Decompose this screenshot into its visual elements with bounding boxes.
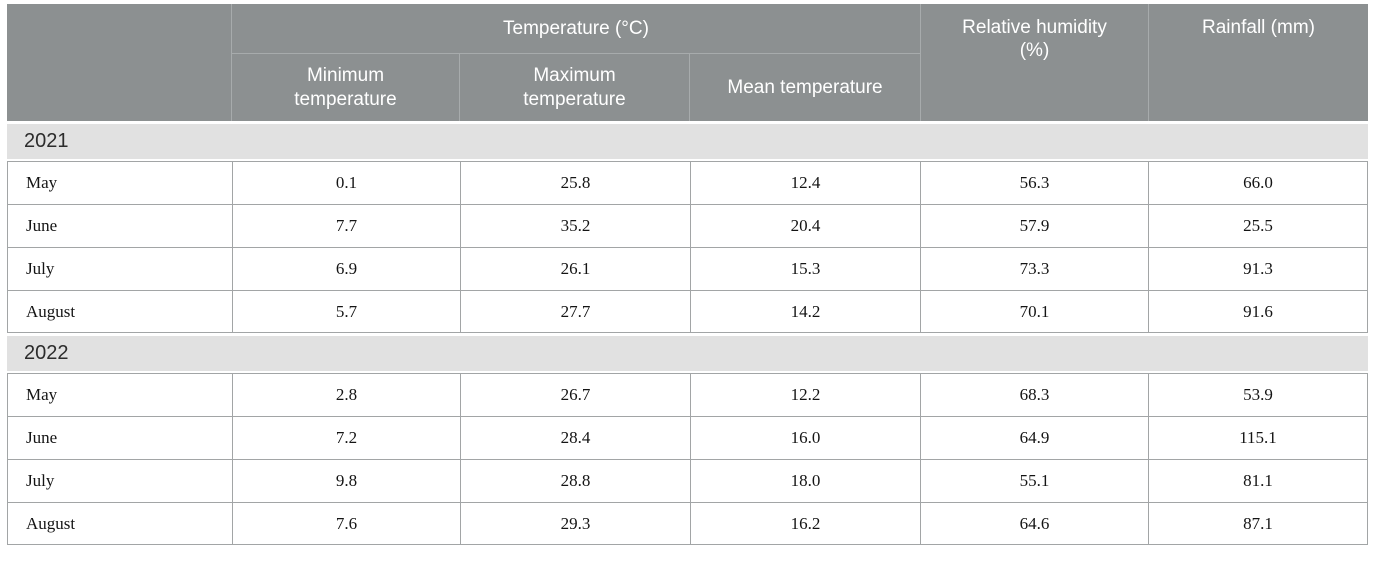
cell-mean-temp: 12.2: [690, 373, 920, 416]
cell-mean-temp: 20.4: [690, 204, 920, 247]
header-row-subcolumns: Minimum temperature Maximum temperature …: [7, 54, 1368, 121]
cell-min-temp: 5.7: [232, 290, 460, 333]
cell-mean-temp: 14.2: [690, 290, 920, 333]
cell-min-temp: 7.7: [232, 204, 460, 247]
year-band-row-2022: 2022: [7, 333, 1368, 373]
header-minimum-temperature-label: Minimum temperature: [294, 65, 397, 110]
table-header: Temperature (°C) Relative humidity (%) R…: [7, 4, 1368, 121]
header-maximum-temperature-label: Maximum temperature: [523, 65, 626, 110]
year-band-2021: 2021: [7, 121, 1368, 161]
table-row-2022-june: June 7.2 28.4 16.0 64.9 115.1: [7, 416, 1368, 459]
header-relative-humidity: Relative humidity (%): [920, 4, 1148, 121]
cell-max-temp: 28.8: [460, 459, 690, 502]
cell-humidity: 57.9: [920, 204, 1148, 247]
cell-max-temp: 26.7: [460, 373, 690, 416]
cell-rainfall: 87.1: [1148, 502, 1368, 545]
header-corner-cell: [7, 4, 232, 121]
cell-rainfall: 91.3: [1148, 247, 1368, 290]
cell-rainfall: 25.5: [1148, 204, 1368, 247]
table-row-2022-august: August 7.6 29.3 16.2 64.6 87.1: [7, 502, 1368, 545]
header-relative-humidity-label: Relative humidity (%): [962, 17, 1107, 62]
cell-humidity: 64.6: [920, 502, 1148, 545]
cell-max-temp: 27.7: [460, 290, 690, 333]
cell-month: July: [7, 459, 232, 502]
cell-month: May: [7, 161, 232, 204]
cell-max-temp: 25.8: [460, 161, 690, 204]
header-minimum-temperature: Minimum temperature: [232, 54, 460, 121]
year-band-row-2021: 2021: [7, 121, 1368, 161]
cell-min-temp: 9.8: [232, 459, 460, 502]
table-row-2022-july: July 9.8 28.8 18.0 55.1 81.1: [7, 459, 1368, 502]
cell-min-temp: 0.1: [232, 161, 460, 204]
cell-mean-temp: 16.0: [690, 416, 920, 459]
cell-mean-temp: 15.3: [690, 247, 920, 290]
cell-humidity: 70.1: [920, 290, 1148, 333]
table-row-2021-may: May 0.1 25.8 12.4 56.3 66.0: [7, 161, 1368, 204]
header-rainfall: Rainfall (mm): [1148, 4, 1368, 121]
cell-month: August: [7, 502, 232, 545]
cell-mean-temp: 12.4: [690, 161, 920, 204]
year-band-2022: 2022: [7, 333, 1368, 373]
header-mean-temperature-label: Mean temperature: [727, 76, 883, 98]
table-row-2021-july: July 6.9 26.1 15.3 73.3 91.3: [7, 247, 1368, 290]
cell-max-temp: 29.3: [460, 502, 690, 545]
cell-min-temp: 6.9: [232, 247, 460, 290]
cell-min-temp: 7.2: [232, 416, 460, 459]
weather-table: Temperature (°C) Relative humidity (%) R…: [7, 4, 1368, 545]
cell-month: July: [7, 247, 232, 290]
table-row-2021-august: August 5.7 27.7 14.2 70.1 91.6: [7, 290, 1368, 333]
header-temperature-group: Temperature (°C): [232, 4, 920, 54]
cell-max-temp: 26.1: [460, 247, 690, 290]
cell-rainfall: 81.1: [1148, 459, 1368, 502]
meteorological-data-table: Temperature (°C) Relative humidity (%) R…: [7, 4, 1368, 545]
cell-mean-temp: 18.0: [690, 459, 920, 502]
cell-min-temp: 2.8: [232, 373, 460, 416]
cell-rainfall: 91.6: [1148, 290, 1368, 333]
cell-month: August: [7, 290, 232, 333]
cell-month: June: [7, 204, 232, 247]
cell-rainfall: 115.1: [1148, 416, 1368, 459]
cell-month: June: [7, 416, 232, 459]
cell-rainfall: 66.0: [1148, 161, 1368, 204]
cell-max-temp: 35.2: [460, 204, 690, 247]
header-row-groups: Temperature (°C) Relative humidity (%) R…: [7, 4, 1368, 121]
cell-max-temp: 28.4: [460, 416, 690, 459]
table-body: 2021 May 0.1 25.8 12.4 56.3 66.0 June 7.…: [7, 121, 1368, 545]
cell-humidity: 73.3: [920, 247, 1148, 290]
cell-rainfall: 53.9: [1148, 373, 1368, 416]
table-row-2021-june: June 7.7 35.2 20.4 57.9 25.5: [7, 204, 1368, 247]
table-row-2022-may: May 2.8 26.7 12.2 68.3 53.9: [7, 373, 1368, 416]
header-mean-temperature: Mean temperature: [690, 54, 920, 121]
cell-mean-temp: 16.2: [690, 502, 920, 545]
cell-month: May: [7, 373, 232, 416]
cell-humidity: 56.3: [920, 161, 1148, 204]
cell-humidity: 68.3: [920, 373, 1148, 416]
cell-humidity: 55.1: [920, 459, 1148, 502]
header-maximum-temperature: Maximum temperature: [460, 54, 690, 121]
cell-humidity: 64.9: [920, 416, 1148, 459]
cell-min-temp: 7.6: [232, 502, 460, 545]
